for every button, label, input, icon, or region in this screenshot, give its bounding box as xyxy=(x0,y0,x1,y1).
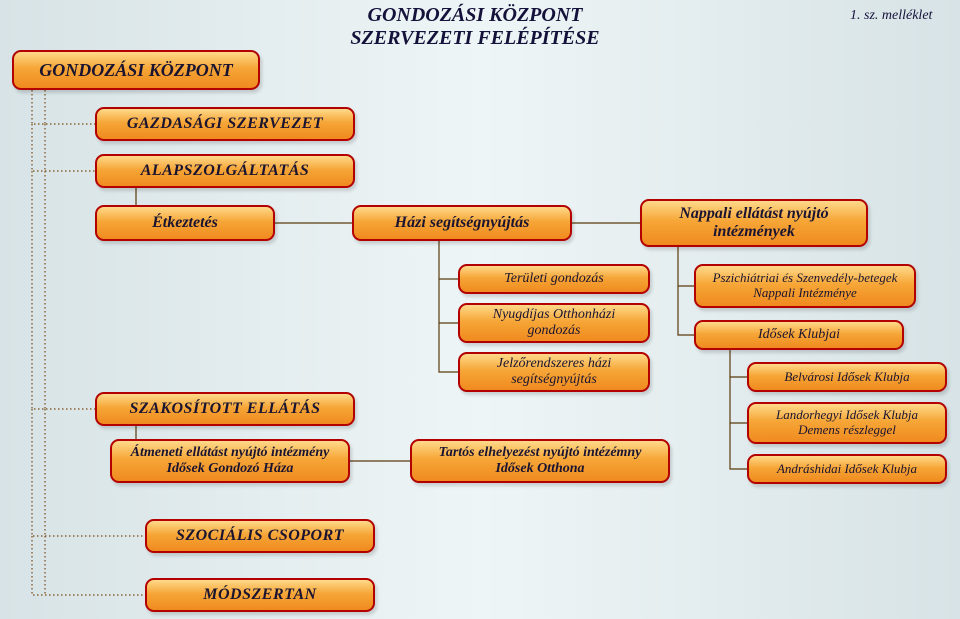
node-nappali: Nappali ellátást nyújtó intézmények xyxy=(640,199,868,247)
node-label: Jelzőrendszeres házi segítségnyújtás xyxy=(468,356,640,388)
node-label: Andráshidai Idősek Klubja xyxy=(777,462,917,477)
node-label: SZOCIÁLIS CSOPORT xyxy=(176,527,344,545)
title-line2: SZERVEZETI FELÉPÍTÉSE xyxy=(350,27,599,49)
node-label: GONDOZÁSI KÖZPONT xyxy=(39,60,233,81)
node-tartos: Tartós elhelyezést nyújtó intézémny Idős… xyxy=(410,439,670,483)
node-label: Átmeneti ellátást nyújtó intézmény Időse… xyxy=(120,445,340,477)
node-szakositott: SZAKOSÍTOTT ELLÁTÁS xyxy=(95,392,355,426)
node-label: GAZDASÁGI SZERVEZET xyxy=(127,115,323,133)
node-pszich: Pszichiátriai és Szenvedély-betegek Napp… xyxy=(694,264,916,308)
node-gazdasagi: GAZDASÁGI SZERVEZET xyxy=(95,107,355,141)
node-andrashidai: Andráshidai Idősek Klubja xyxy=(747,454,947,484)
node-landorhegyi: Landorhegyi Idősek Klubja Demens részleg… xyxy=(747,402,947,444)
node-belvarosi: Belvárosi Idősek Klubja xyxy=(747,362,947,392)
connector-solid xyxy=(439,241,458,279)
node-label: Pszichiátriai és Szenvedély-betegek Napp… xyxy=(704,271,906,301)
node-label: Nappali ellátást nyújtó intézmények xyxy=(650,205,858,242)
node-label: Belvárosi Idősek Klubja xyxy=(784,370,909,385)
connector-dotted xyxy=(32,90,95,124)
connector-dotted xyxy=(32,536,145,595)
node-alapszolg: ALAPSZOLGÁLTATÁS xyxy=(95,154,355,188)
node-label: Házi segítségnyújtás xyxy=(395,214,530,232)
connector-dotted xyxy=(32,124,95,171)
node-szocialis: SZOCIÁLIS CSOPORT xyxy=(145,519,375,553)
title-line1: GONDOZÁSI KÖZPONT xyxy=(368,4,583,26)
annex-label: 1. sz. melléklet xyxy=(850,8,932,24)
connector-solid xyxy=(730,377,747,423)
node-label: Nyugdíjas Otthonházi gondozás xyxy=(468,307,640,339)
node-label: Étkeztetés xyxy=(152,214,218,232)
node-modszertan: MÓDSZERTAN xyxy=(145,578,375,612)
node-label: MÓDSZERTAN xyxy=(203,586,316,604)
node-label: Landorhegyi Idősek Klubja Demens részleg… xyxy=(757,408,937,438)
node-atmeneti: Átmeneti ellátást nyújtó intézmény Időse… xyxy=(110,439,350,483)
connector-solid xyxy=(439,279,458,323)
node-label: Tartós elhelyezést nyújtó intézémny Idős… xyxy=(420,445,660,477)
node-label: Idősek Klubjai xyxy=(758,327,840,343)
node-label: ALAPSZOLGÁLTATÁS xyxy=(141,162,310,180)
node-jelzo: Jelzőrendszeres házi segítségnyújtás xyxy=(458,352,650,392)
connector-solid xyxy=(678,247,694,286)
connector-solid xyxy=(439,323,458,372)
node-idklubjai: Idősek Klubjai xyxy=(694,320,904,350)
node-root: GONDOZÁSI KÖZPONT xyxy=(12,50,260,90)
node-etkeztetes: Étkeztetés xyxy=(95,205,275,241)
node-label: Területi gondozás xyxy=(504,271,603,287)
node-teruleti: Területi gondozás xyxy=(458,264,650,294)
chart-title: GONDOZÁSI KÖZPONT SZERVEZETI FELÉPÍTÉSE xyxy=(330,4,620,50)
node-label: SZAKOSÍTOTT ELLÁTÁS xyxy=(129,400,320,418)
connector-solid xyxy=(678,286,694,335)
connector-solid xyxy=(730,423,747,469)
connector-solid xyxy=(730,350,747,377)
connector-dotted xyxy=(32,171,95,409)
node-nyugdijas: Nyugdíjas Otthonházi gondozás xyxy=(458,303,650,343)
node-hazisegit: Házi segítségnyújtás xyxy=(352,205,572,241)
